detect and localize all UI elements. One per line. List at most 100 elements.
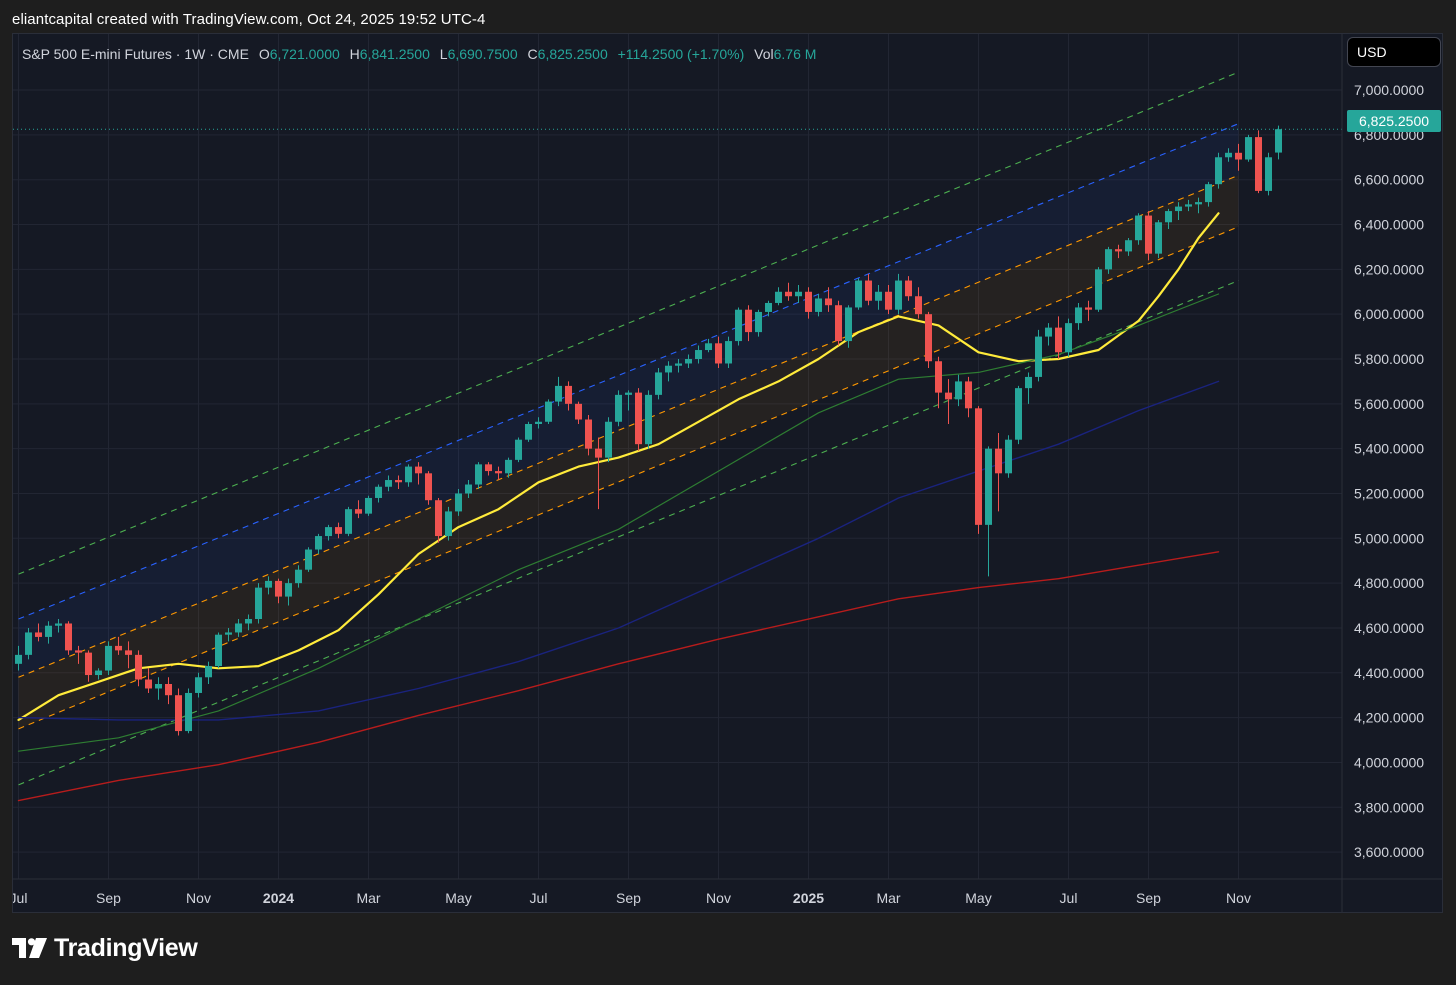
candle-body: [545, 401, 552, 422]
candle: [1055, 316, 1062, 359]
candle-body: [105, 645, 112, 671]
candle-body: [555, 385, 562, 402]
time-axis-label: 2024: [263, 890, 294, 906]
candle: [915, 287, 922, 319]
candle: [1075, 302, 1082, 330]
tradingview-brand[interactable]: TradingView: [12, 934, 198, 963]
candle-body: [715, 343, 722, 364]
candle: [155, 677, 162, 700]
candle-body: [205, 666, 212, 678]
candle-body: [395, 480, 402, 483]
candle-body: [1225, 152, 1232, 158]
candle: [1205, 181, 1212, 207]
candle-body: [635, 392, 642, 445]
candle-body: [995, 448, 1002, 474]
candle-body: [905, 280, 912, 297]
chart-caption: eliantcapital created with TradingView.c…: [12, 11, 486, 28]
candle-body: [755, 311, 762, 333]
candle-body: [1025, 376, 1032, 389]
candle: [205, 661, 212, 684]
candle: [855, 278, 862, 310]
candle-body: [965, 381, 972, 409]
candle-body: [1215, 157, 1222, 185]
moving-average-line: [17, 293, 1220, 752]
candle: [1025, 372, 1032, 404]
candle-body: [895, 280, 902, 310]
candle-body: [1065, 323, 1072, 353]
candle: [305, 547, 312, 572]
time-axis-label: Jul: [1060, 890, 1078, 906]
candle: [85, 650, 92, 682]
candle-body: [865, 280, 872, 301]
candle: [635, 388, 642, 451]
candle-body: [1015, 388, 1022, 440]
candle: [1125, 237, 1132, 256]
candle-body: [835, 305, 842, 342]
candle: [25, 627, 32, 660]
currency-selector[interactable]: USD: [1347, 37, 1441, 67]
candle: [35, 623, 42, 642]
candle: [645, 390, 652, 449]
candle-body: [165, 684, 172, 696]
candle: [1015, 385, 1022, 445]
candle: [875, 285, 882, 310]
candle: [685, 354, 692, 368]
candle: [885, 285, 892, 315]
candle-body: [225, 632, 232, 635]
close-value: 6,825.2500: [537, 46, 608, 62]
price-chart[interactable]: 7,000.00006,800.00006,600.00006,400.0000…: [13, 34, 1443, 913]
candle-body: [565, 385, 572, 404]
candle-body: [1105, 249, 1112, 270]
price-axis-label: 4,600.0000: [1354, 620, 1424, 636]
candle: [1175, 202, 1182, 221]
volume-value: 6.76 M: [773, 46, 817, 62]
candle-body: [665, 365, 672, 373]
candle-body: [335, 527, 342, 534]
time-axis-label: Mar: [356, 890, 380, 906]
candle: [575, 401, 582, 424]
candle: [315, 533, 322, 554]
candle-body: [305, 549, 312, 570]
time-axis-label: Sep: [616, 890, 641, 906]
candle-body: [675, 363, 682, 366]
candle-body: [1055, 327, 1062, 353]
price-axis-label: 4,000.0000: [1354, 754, 1424, 770]
symbol-label[interactable]: S&P 500 E-mini Futures · 1W · CME: [22, 46, 249, 62]
candle-body: [1115, 249, 1122, 252]
candle-body: [255, 587, 262, 619]
volume-key: Vol: [754, 46, 774, 62]
time-axis-label: May: [965, 890, 991, 906]
candle: [815, 294, 822, 317]
last-price-tag: 6,825.2500: [1347, 110, 1441, 132]
candle: [965, 376, 972, 418]
candle: [1035, 329, 1042, 382]
channel-band: [18, 175, 1239, 729]
candle: [945, 379, 952, 424]
candle: [75, 645, 82, 664]
candle: [795, 285, 802, 303]
chart-panel[interactable]: 7,000.0000 6,800.0000 6,600.0000 6,400.0000…: [12, 33, 1443, 913]
candle: [105, 641, 112, 676]
candle-body: [685, 359, 692, 364]
candle: [925, 311, 932, 368]
candle: [485, 462, 492, 476]
time-axis-label: Jul: [530, 890, 548, 906]
candle: [175, 688, 182, 736]
price-axis-label: 5,400.0000: [1354, 441, 1424, 457]
candle-body: [495, 471, 502, 474]
candle-body: [95, 670, 102, 676]
candle: [1095, 267, 1102, 312]
candle: [865, 273, 872, 306]
candle-body: [455, 493, 462, 512]
price-axis-label: 3,800.0000: [1354, 799, 1424, 815]
candle: [355, 500, 362, 519]
price-axis-label: 4,800.0000: [1354, 575, 1424, 591]
candle-body: [535, 421, 542, 424]
candle: [125, 641, 132, 669]
candle: [675, 359, 682, 373]
tradingview-logo-icon: [12, 937, 47, 958]
candle: [1065, 318, 1072, 357]
candle-body: [285, 583, 292, 597]
candle: [525, 421, 532, 442]
candle: [495, 466, 502, 481]
